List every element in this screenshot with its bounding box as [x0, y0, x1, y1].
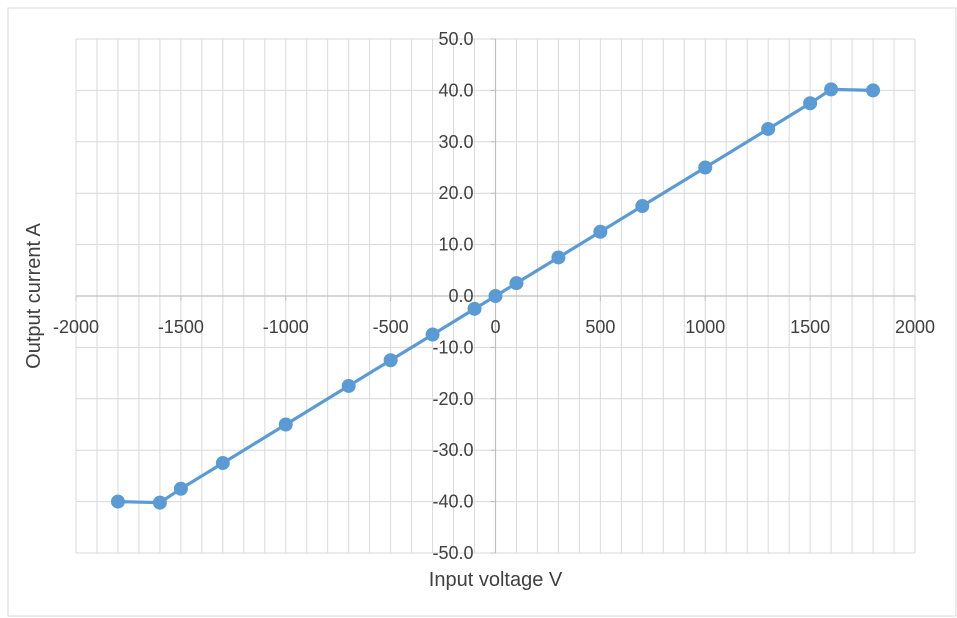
x-tick-labels: -2000 -1500 -1000 -500 0 500 1000 1500 2000 — [53, 317, 935, 337]
data-point — [278, 417, 293, 432]
y-tick-label: -50.0 — [432, 543, 473, 563]
y-tick-label: 10.0 — [438, 235, 473, 255]
data-point — [803, 96, 818, 111]
y-tick-label: 20.0 — [438, 183, 473, 203]
data-point — [509, 276, 524, 291]
y-tick-label: -40.0 — [432, 492, 473, 512]
x-tick-label: -500 — [373, 317, 409, 337]
x-tick-label: 500 — [585, 317, 615, 337]
data-series — [110, 82, 881, 510]
x-tick-label: -1000 — [263, 317, 309, 337]
y-tick-label: 50.0 — [438, 29, 473, 49]
data-point — [425, 327, 440, 342]
y-tick-labels: -50.0 -40.0 -30.0 -20.0 -10.0 0.0 10.0 20.0 30.0… — [432, 29, 473, 563]
x-tick-label: 0 — [490, 317, 500, 337]
data-point — [341, 378, 356, 393]
data-point — [761, 121, 776, 136]
x-tick-label: -1500 — [158, 317, 204, 337]
y-tick-label: 0.0 — [448, 286, 473, 306]
y-tick-label: 40.0 — [438, 80, 473, 100]
data-point — [698, 160, 713, 175]
chart-outer-border — [7, 7, 957, 617]
y-tick-label: 30.0 — [438, 132, 473, 152]
data-point — [488, 289, 503, 303]
data-point — [110, 494, 125, 509]
data-point — [866, 83, 881, 98]
data-point — [173, 481, 188, 496]
x-tick-label: 1500 — [790, 317, 830, 337]
x-axis-title: Input voltage V — [429, 569, 563, 591]
y-tick-label: -30.0 — [432, 440, 473, 460]
y-axis-title: Output current A — [23, 223, 45, 369]
data-point — [152, 495, 167, 510]
x-tick-label: -2000 — [53, 317, 99, 337]
data-point — [383, 353, 398, 368]
data-point — [635, 199, 650, 214]
data-point — [593, 224, 608, 239]
data-point — [551, 250, 566, 265]
x-tick-label: 1000 — [685, 317, 725, 337]
data-point — [824, 82, 839, 97]
data-point — [467, 301, 482, 316]
data-point — [215, 456, 230, 471]
x-tick-label: 2000 — [895, 317, 935, 337]
y-tick-label: -10.0 — [432, 337, 473, 357]
y-tick-label: -20.0 — [432, 389, 473, 409]
